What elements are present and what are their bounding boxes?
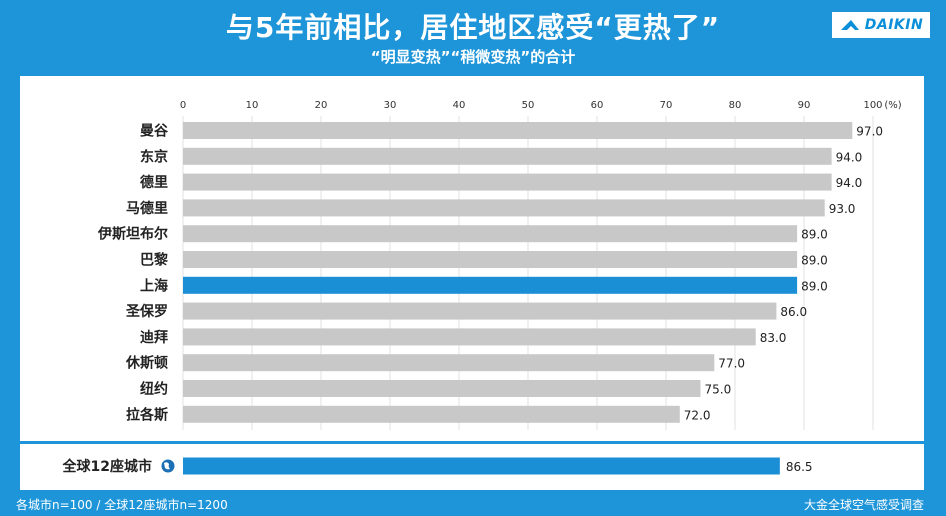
x-tick-label: 0: [180, 100, 186, 111]
category-label: 迪拜: [140, 329, 168, 346]
chart-title: 与5年前相比，居住地区感受“更热了”: [225, 11, 721, 44]
daikin-logo: DAIKIN: [832, 12, 930, 38]
bar: [183, 405, 680, 423]
category-label: 伊斯坦布尔: [97, 226, 168, 243]
bar: [183, 276, 798, 294]
category-label: 马德里: [126, 200, 168, 217]
total-category-label: 全球12座城市: [62, 458, 152, 475]
value-label: 77.0: [718, 357, 745, 371]
value-label: 89.0: [801, 279, 828, 293]
panel-divider: [20, 441, 924, 444]
x-tick-label: 100: [863, 100, 882, 111]
category-label: 巴黎: [140, 252, 168, 269]
total-bar: [183, 457, 780, 475]
category-label: 纽约: [140, 381, 168, 398]
x-tick-label: 30: [384, 100, 397, 111]
value-label: 75.0: [705, 383, 732, 397]
survey-source: 大金全球空气感受调查: [803, 498, 924, 512]
value-label: 89.0: [801, 254, 828, 268]
value-label: 89.0: [801, 228, 828, 242]
bar: [183, 173, 832, 191]
category-label: 休斯顿: [125, 355, 168, 372]
value-label: 94.0: [836, 176, 863, 190]
value-label: 93.0: [829, 202, 856, 216]
daikin-logo-icon: [840, 20, 859, 30]
value-label: 97.0: [856, 125, 883, 139]
bar: [183, 328, 756, 346]
x-tick-label: 60: [591, 100, 604, 111]
category-label: 拉各斯: [126, 406, 168, 423]
bar: [183, 122, 853, 139]
category-label: 德里: [140, 174, 168, 191]
globe-icon-land: [164, 462, 170, 470]
bar: [183, 302, 777, 320]
bar: [183, 147, 832, 165]
category-label: 曼谷: [140, 124, 169, 140]
bar: [183, 251, 798, 268]
chart-subtitle: “明显变热”“稍微变热”的合计: [370, 48, 576, 66]
x-tick-label: 50: [522, 100, 535, 111]
brand-name: DAIKIN: [864, 17, 924, 33]
value-label: 83.0: [760, 331, 787, 345]
unit-label: (%): [884, 100, 901, 111]
x-tick-label: 70: [660, 100, 673, 111]
value-label: 86.0: [780, 305, 807, 319]
x-tick-label: 90: [798, 100, 811, 111]
bar: [183, 354, 715, 372]
category-label: 东京: [140, 148, 168, 165]
x-tick-label: 10: [246, 100, 259, 111]
category-label: 上海: [140, 277, 168, 294]
category-label: 圣保罗: [125, 303, 168, 320]
x-tick-label: 80: [729, 100, 742, 111]
value-label: 94.0: [836, 150, 863, 164]
bar: [183, 225, 798, 243]
sample-size-note: 各城市n=100 / 全球12座城市n=1200: [16, 498, 228, 512]
bar: [183, 380, 701, 397]
value-label: 72.0: [684, 408, 711, 422]
x-tick-label: 20: [315, 100, 328, 111]
bar: [183, 199, 825, 217]
x-tick-label: 40: [453, 100, 466, 111]
total-value-label: 86.5: [786, 460, 813, 474]
